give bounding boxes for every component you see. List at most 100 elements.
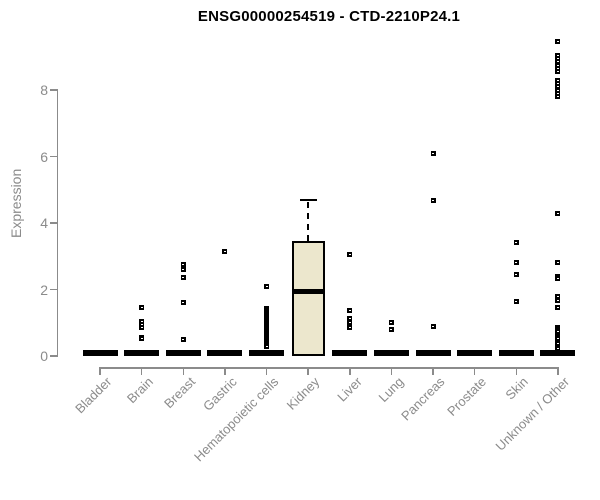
boxplot-upper-whisker [307,201,310,242]
data-point [555,336,561,342]
data-point [388,320,394,326]
data-point [139,321,145,327]
zero-median-bar [207,350,243,356]
x-axis-category-label: Skin [502,374,531,403]
x-axis-tick [557,367,559,375]
data-point [139,318,145,324]
y-axis-line [56,89,58,357]
x-axis-tick [99,367,101,375]
x-axis-category-label: Breast [160,374,198,412]
data-point [555,52,561,58]
zero-median-bar [82,350,118,356]
x-axis-category-label: Liver [333,374,365,405]
data-point [555,87,561,93]
x-axis-tick [473,367,476,375]
zero-median-bar [540,350,576,356]
data-point [513,240,519,246]
zero-median-bar [124,350,160,356]
data-point [555,211,561,217]
data-point [555,94,561,100]
data-point [555,80,561,86]
zero-median-bar [373,350,409,356]
x-axis-category-label: Prostate [444,374,490,419]
x-axis-tick [349,367,351,375]
data-point [555,59,561,65]
y-axis-tick [50,155,57,158]
data-point [555,345,561,351]
x-axis-category-label: Unknown / Other [493,374,573,454]
chart-title: ENSG00000254519 - CTD-2210P24.1 [197,8,461,25]
zero-median-bar [498,350,534,356]
y-tick-label: 0 [40,348,48,364]
data-point [513,298,519,304]
y-tick-label: 8 [40,82,48,98]
data-point [555,305,561,311]
data-point [555,84,561,90]
boxplot-median-line [291,288,325,294]
data-point [513,260,519,266]
x-axis-tick [515,367,518,375]
data-point [139,325,145,331]
data-point [139,305,145,311]
x-axis-category-label: Pancreas [398,374,448,424]
x-axis-category-label: Bladder [72,374,115,417]
data-point [430,323,436,329]
data-point [222,248,228,254]
data-point [555,77,561,83]
x-axis-tick [265,367,268,375]
y-axis-tick [50,222,57,224]
y-tick-label: 6 [40,148,48,165]
x-axis-tick [307,367,309,375]
x-axis-tick [224,367,226,375]
data-point [555,39,561,45]
data-point [555,62,561,68]
data-point [264,283,270,289]
boxplot-whisker-cap [299,198,317,202]
y-tick-label: 4 [40,215,48,231]
x-axis-tick [182,367,185,375]
boxplot-box [291,241,325,356]
data-point [347,316,353,322]
x-axis-line [99,367,559,369]
data-point [555,340,561,346]
y-axis-tick [50,89,57,91]
x-axis-tick [432,367,434,375]
data-point [180,262,186,268]
data-point [347,252,353,258]
data-point [555,276,561,282]
data-point [555,55,561,61]
zero-median-bar [249,350,285,356]
data-point [555,259,561,265]
data-point [347,324,353,330]
zero-median-bar [332,350,368,356]
y-axis-tick [50,355,57,357]
x-axis-tick [390,367,393,375]
data-point [555,65,561,71]
data-point [513,272,519,278]
x-axis-category-label: Gastric [199,374,240,414]
zero-median-bar [415,350,451,356]
data-point [555,69,561,75]
zero-median-bar [165,350,201,356]
y-tick-label: 2 [40,281,48,298]
data-point [430,197,436,203]
data-point [264,344,270,350]
x-axis-category-label: Brain [124,374,157,407]
data-point [388,326,394,332]
data-point [180,267,186,273]
data-point [180,275,186,281]
data-point [180,336,186,342]
data-point [555,90,561,96]
data-point [347,307,353,313]
data-point [180,300,186,306]
data-point [139,336,145,342]
zero-median-bar [457,350,493,356]
data-point [555,298,561,304]
x-axis-category-label: Kidney [284,374,323,413]
y-axis-tick [50,288,57,291]
x-axis-tick [140,367,143,375]
data-point [555,294,561,300]
data-point [430,150,436,156]
